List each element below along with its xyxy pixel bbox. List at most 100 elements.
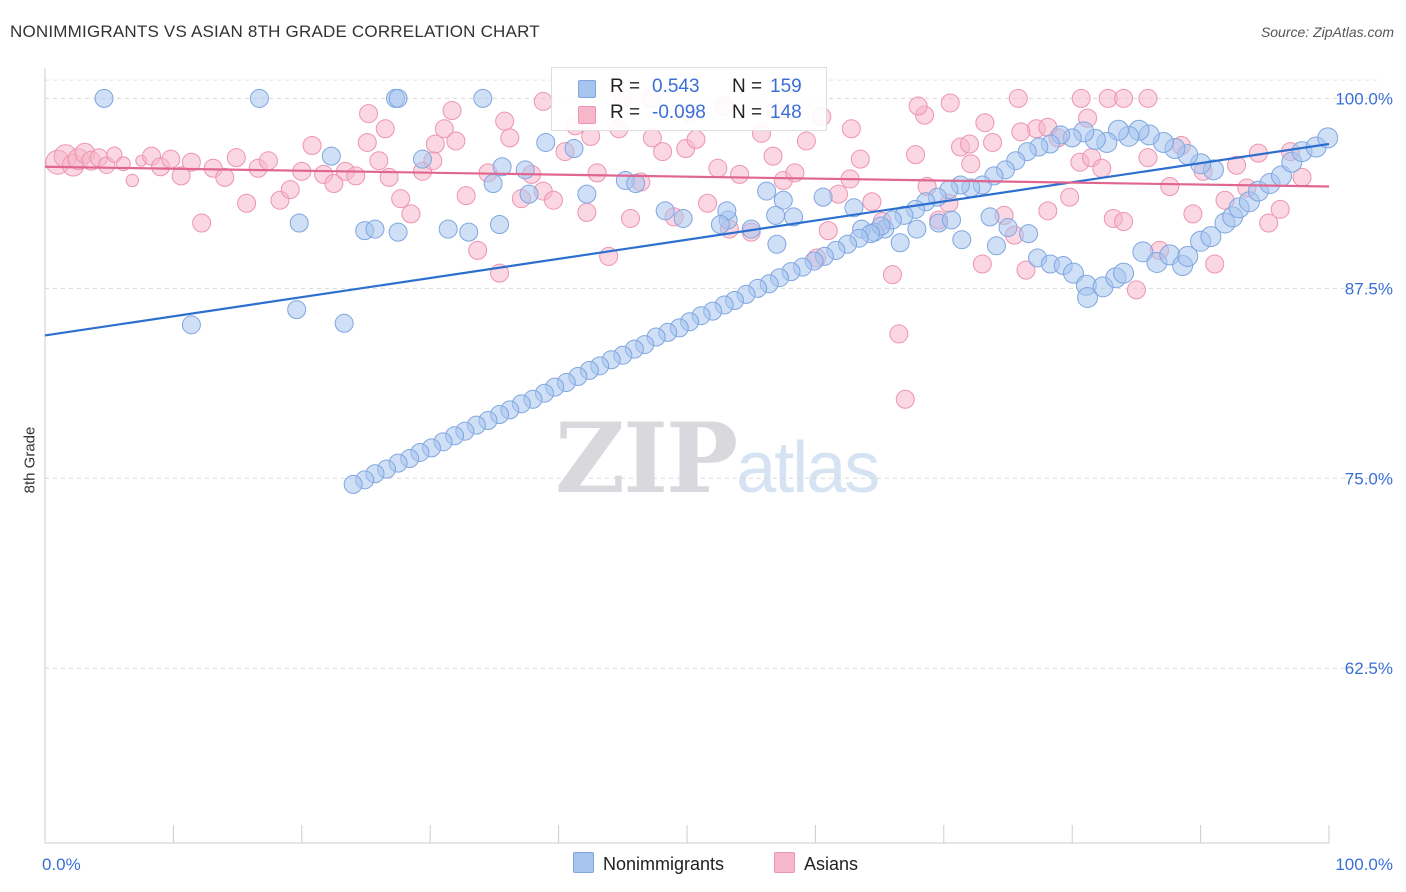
stats-n-label: N =: [732, 76, 763, 97]
asians-point: [1183, 204, 1203, 224]
nonimmigrants-point: [952, 230, 972, 250]
asians-point: [1038, 201, 1058, 221]
nonimmigrants-point: [1077, 286, 1099, 308]
nonimmigrants-point: [438, 219, 458, 239]
nonimmigrants-point: [710, 215, 730, 235]
asians-point: [226, 148, 246, 168]
stats-r-label: R =: [610, 76, 641, 97]
asians-point: [369, 151, 389, 171]
nonimmigrants-point: [673, 208, 693, 228]
asians-point: [1227, 155, 1247, 175]
nonimmigrants-point: [980, 207, 1000, 227]
nonimmigrants-point: [766, 205, 786, 225]
nonimmigrants-point: [844, 198, 864, 218]
nonimmigrants-point: [1132, 241, 1154, 263]
nonimmigrants-point: [1177, 245, 1199, 267]
nonimmigrants-point: [907, 219, 927, 239]
asians-point: [324, 173, 344, 193]
legend-item-nonimmigrants: Nonimmigrants: [573, 852, 724, 875]
asians-point: [972, 254, 992, 274]
asians-point: [401, 204, 421, 224]
asians-point: [975, 113, 995, 133]
asians-point: [302, 136, 322, 155]
stats-box: R = 0.543 N = 159 R = -0.098 N = 148: [551, 67, 827, 131]
x-tick-label: 0.0%: [42, 855, 81, 874]
nonimmigrants-trend-line: [44, 142, 1330, 337]
asians-point: [495, 111, 515, 131]
nonimmigrants-point: [388, 222, 408, 242]
asians-point: [686, 129, 706, 149]
legend-swatch-pink: [774, 852, 795, 873]
nonimmigrants-point: [1200, 226, 1222, 248]
nonimmigrants-point: [515, 160, 535, 180]
watermark: ZIPatlas: [555, 402, 880, 515]
asians-point: [587, 163, 607, 183]
stats-row-nonimmigrants: R = 0.543 N = 159: [552, 76, 826, 102]
trend-lines: [44, 142, 1330, 337]
asians-point: [543, 190, 563, 210]
nonimmigrants-point: [334, 313, 354, 333]
asians-point: [346, 166, 366, 186]
legend-label-nonimmigrants: Nonimmigrants: [603, 854, 725, 874]
nonimmigrants-point: [321, 146, 341, 166]
asians-point: [1259, 213, 1279, 233]
asians-point: [841, 119, 861, 139]
asians-point: [500, 128, 520, 148]
nonimmigrants-point: [757, 181, 777, 201]
stats-row-asians: R = -0.098 N = 148: [552, 102, 826, 128]
stats-swatch-blue: [578, 80, 596, 98]
asians-point: [763, 146, 783, 166]
asians-point: [425, 134, 445, 154]
stats-r-label: R =: [610, 102, 641, 123]
asians-point: [621, 208, 641, 228]
asians-point: [533, 91, 553, 111]
nonimmigrants-point: [388, 88, 408, 108]
nonimmigrants-point: [483, 173, 503, 193]
asians-point: [1114, 88, 1134, 108]
asians-point: [237, 193, 257, 213]
nonimmigrants-point: [412, 149, 432, 169]
asians-point: [125, 173, 140, 188]
y-tick-label: 62.5%: [1345, 659, 1393, 678]
nonimmigrants-point: [813, 187, 833, 207]
stats-r-value: 0.543: [652, 76, 700, 97]
tick-labels: 62.5% 75.0% 87.5% 100.0% 0.0% 100.0%: [42, 89, 1393, 874]
asians-point: [959, 134, 979, 154]
asians-point: [796, 131, 816, 151]
asians-point: [1060, 187, 1080, 207]
nonimmigrants-point: [767, 234, 787, 254]
asians-point: [1138, 148, 1158, 168]
nonimmigrants-point: [773, 190, 793, 210]
axes: [44, 68, 1330, 844]
asians-point: [895, 389, 915, 409]
nonimmigrants-point: [492, 157, 512, 177]
nonimmigrants-point: [942, 210, 962, 230]
nonimmigrants-point: [287, 300, 307, 320]
asians-point: [983, 132, 1003, 152]
nonimmigrants-point: [249, 88, 269, 108]
watermark-atlas: atlas: [736, 428, 880, 508]
asians-point: [446, 131, 466, 151]
asians-point: [375, 119, 395, 139]
asians-point: [818, 221, 838, 241]
nonimmigrants-point: [343, 474, 363, 494]
asians-point: [850, 149, 870, 169]
asians-point: [577, 202, 597, 222]
asians-point: [468, 240, 488, 260]
y-tick-label: 100.0%: [1335, 89, 1393, 108]
nonimmigrants-point: [1019, 224, 1039, 244]
asians-point: [829, 184, 849, 204]
asians-point: [215, 167, 235, 187]
asians-point: [1138, 88, 1158, 108]
y-tick-label: 75.0%: [1345, 469, 1393, 488]
asians-point: [1092, 158, 1112, 178]
nonimmigrants-point: [1062, 262, 1084, 284]
nonimmigrants-point: [459, 222, 479, 242]
asians-point: [161, 149, 181, 169]
legend-label-asians: Asians: [804, 854, 859, 874]
asians-point: [961, 154, 981, 174]
nonimmigrants-point: [365, 219, 385, 239]
nonimmigrants-point: [626, 173, 646, 193]
asians-point: [1205, 254, 1225, 274]
